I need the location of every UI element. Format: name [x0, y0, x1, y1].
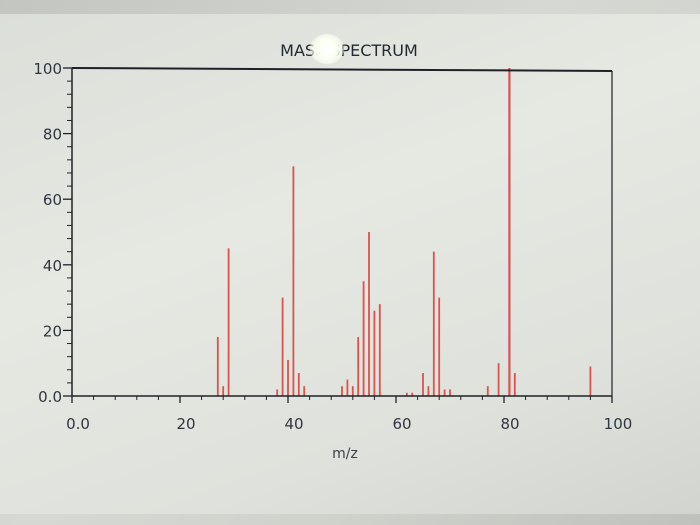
x-tick-label: 80	[500, 415, 519, 433]
x-tick-label: 0.0	[66, 415, 90, 433]
x-tick-label: 100	[604, 415, 633, 433]
y-tick-label: 40	[43, 257, 62, 275]
y-tick-label: 80	[43, 126, 62, 144]
x-tick-label: 60	[392, 415, 411, 433]
y-tick-label: 60	[43, 191, 62, 209]
x-tick-label: 40	[284, 415, 303, 433]
y-tick-label: 20	[43, 322, 62, 340]
x-axis-label: m/z	[332, 446, 358, 462]
plot-top-border	[71, 67, 613, 72]
chart-title: MASS SPECTRUM	[280, 41, 418, 60]
y-tick-label: 100	[33, 60, 62, 78]
monitor-screen	[0, 14, 700, 514]
x-tick-label: 20	[176, 415, 195, 433]
y-tick-label: 0.0	[38, 388, 62, 406]
screen-glare	[310, 34, 344, 64]
